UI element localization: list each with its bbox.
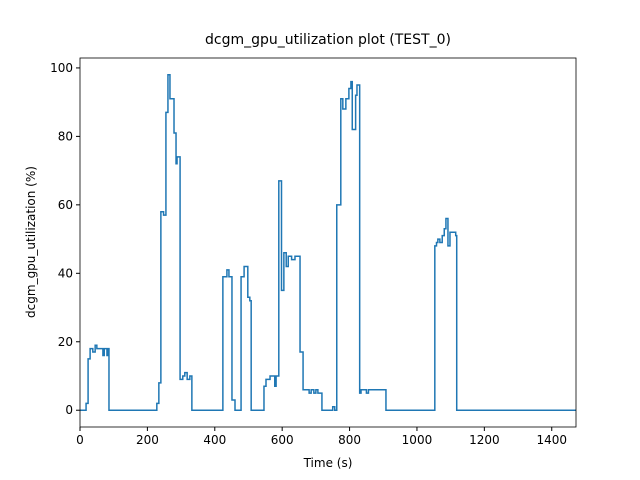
y-tick-label: 60 bbox=[58, 198, 73, 212]
x-tick-label: 400 bbox=[203, 433, 226, 447]
x-axis-label: Time (s) bbox=[303, 456, 353, 470]
y-tick-label: 20 bbox=[58, 335, 73, 349]
x-tick-label: 200 bbox=[136, 433, 159, 447]
axes-frame bbox=[79, 57, 577, 428]
x-tick-label: 600 bbox=[271, 433, 294, 447]
data-line bbox=[80, 74, 576, 411]
x-tick-label: 1000 bbox=[402, 433, 433, 447]
y-tick-label: 40 bbox=[58, 266, 73, 280]
chart-title: dcgm_gpu_utilization plot (TEST_0) bbox=[205, 32, 451, 48]
x-tick-label: 800 bbox=[338, 433, 361, 447]
x-tick-label: 1200 bbox=[469, 433, 500, 447]
y-tick-label: 100 bbox=[50, 61, 73, 75]
x-tick-label: 0 bbox=[76, 433, 84, 447]
y-tick-label: 80 bbox=[58, 129, 73, 143]
y-tick-label: 0 bbox=[65, 403, 73, 417]
y-axis-label: dcgm_gpu_utilization (%) bbox=[24, 166, 38, 318]
x-tick-label: 1400 bbox=[536, 433, 567, 447]
